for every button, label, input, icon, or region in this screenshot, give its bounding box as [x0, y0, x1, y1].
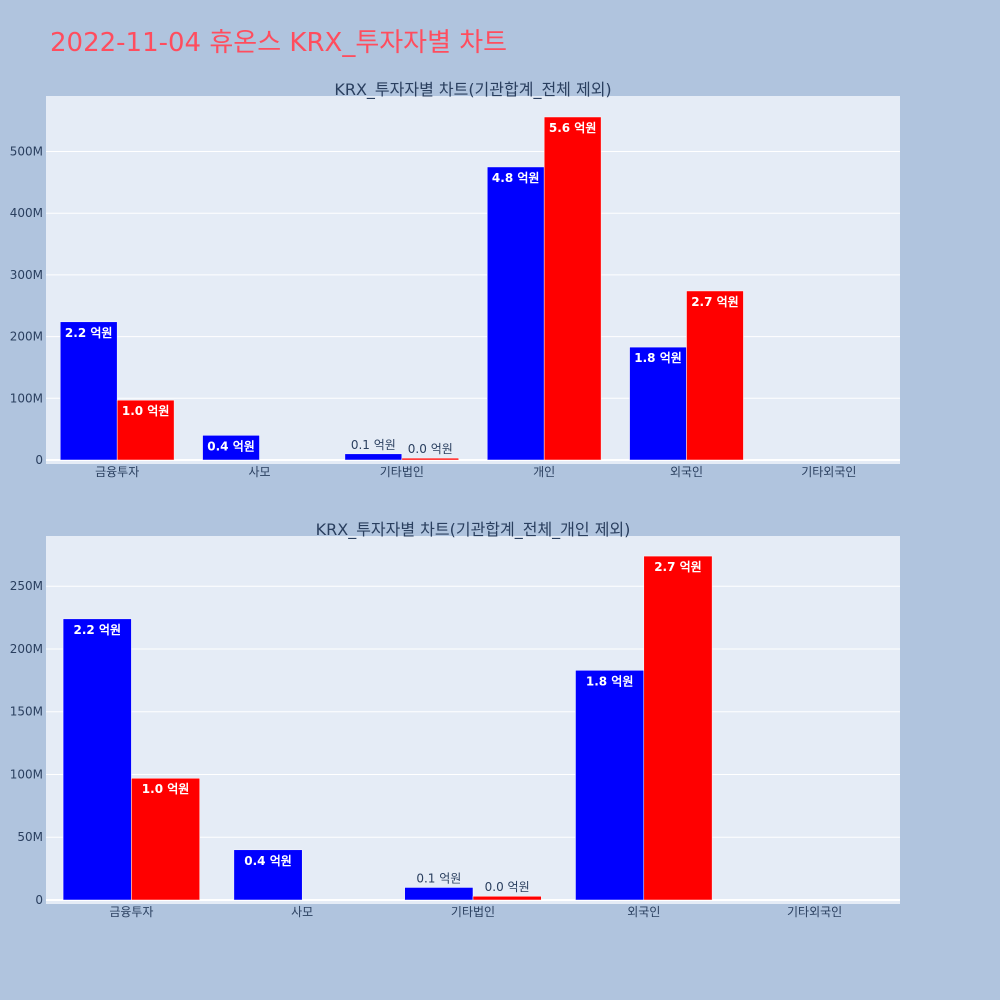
data-label: 2.7 억원	[654, 560, 702, 574]
y-tick-label: 0	[35, 453, 43, 467]
data-label: 1.8 억원	[634, 351, 682, 365]
x-tick-label: 개인	[533, 465, 555, 479]
x-tick-label: 기타법인	[380, 465, 424, 479]
chart-top: 0 100M 200M 300M 400M 500M KRX_투자자별 차트(기관합계_전체…	[10, 80, 900, 479]
page-title: 2022-11-04 휴온스 KRX_투자자별 차트	[50, 28, 508, 58]
x-tick-label: 금융투자	[95, 465, 139, 479]
bar	[686, 290, 744, 461]
data-label: 2.7 억원	[691, 295, 739, 309]
bar	[543, 116, 602, 461]
y-tick-label: 50M	[17, 830, 43, 844]
y-tick-label: 500M	[10, 145, 43, 159]
bar	[401, 457, 460, 461]
chart-title: KRX_투자자별 차트(기관합계_전체 제외)	[334, 80, 611, 100]
data-label: 0.4 억원	[207, 439, 255, 453]
data-label: 0.1 억원	[416, 871, 461, 885]
data-label: 0.4 억원	[244, 854, 292, 868]
chart-title: KRX_투자자별 차트(기관합계_전체_개인 제외)	[316, 520, 631, 540]
data-label: 0.0 억원	[485, 880, 530, 894]
y-tick-label: 200M	[10, 330, 43, 344]
x-tick-label: 사모	[291, 905, 313, 919]
x-tick-label: 사모	[248, 465, 270, 479]
y-tick-label: 100M	[10, 391, 43, 405]
bar	[116, 399, 175, 461]
data-label: 1.0 억원	[122, 404, 170, 418]
data-label: 4.8 억원	[492, 171, 540, 185]
bar	[629, 346, 687, 461]
data-label: 2.2 억원	[73, 623, 121, 637]
plot-area	[46, 96, 900, 464]
y-tick-label: 0	[35, 893, 43, 907]
y-tick-label: 250M	[10, 579, 43, 593]
bar	[233, 849, 303, 901]
y-tick-label: 150M	[10, 705, 43, 719]
data-label: 1.0 억원	[142, 782, 190, 796]
x-tick-label: 외국인	[670, 465, 703, 479]
y-tick-label: 300M	[10, 268, 43, 282]
x-tick-label: 기타법인	[451, 905, 495, 919]
bar	[62, 618, 132, 901]
bar	[486, 166, 545, 461]
bar	[59, 321, 118, 461]
chart-bottom: 0 50M 100M 150M 200M 250M KRX_투자자별 차트(기관합계_전체_…	[10, 520, 900, 919]
bar	[202, 435, 260, 461]
bar	[131, 777, 200, 901]
y-tick-label: 400M	[10, 206, 43, 220]
bar	[404, 887, 474, 901]
bar	[643, 555, 713, 901]
data-label: 0.1 억원	[351, 438, 396, 452]
data-label: 2.2 억원	[65, 326, 113, 340]
data-label: 5.6 억원	[549, 121, 597, 135]
data-label: 1.8 억원	[586, 674, 634, 688]
x-tick-label: 기타외국인	[787, 905, 842, 919]
y-tick-label: 100M	[10, 767, 43, 781]
x-tick-label: 금융투자	[109, 905, 153, 919]
bar	[472, 895, 542, 901]
bar	[344, 453, 403, 461]
x-tick-label: 기타외국인	[801, 465, 856, 479]
bar	[575, 670, 645, 901]
data-label: 0.0 억원	[408, 442, 453, 456]
x-tick-label: 외국인	[627, 905, 660, 919]
y-tick-label: 200M	[10, 642, 43, 656]
